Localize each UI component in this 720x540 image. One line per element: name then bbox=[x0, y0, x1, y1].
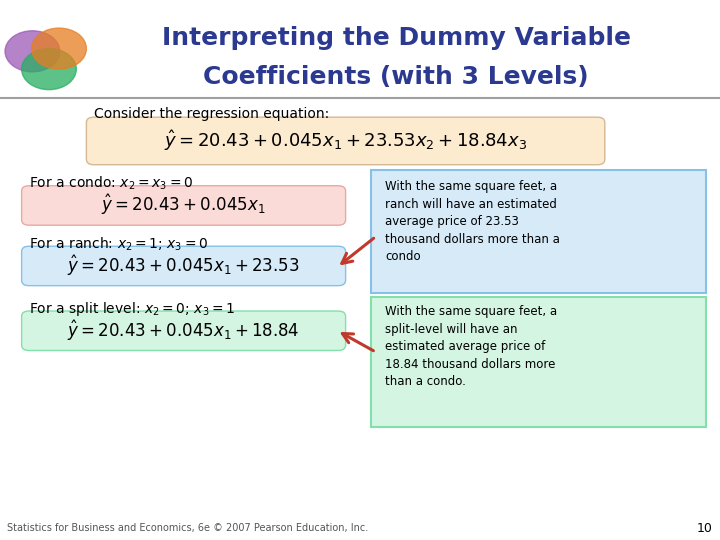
Text: $\hat{y} = 20.43 + 0.045x_1 + 23.53x_2 + 18.84x_3$: $\hat{y} = 20.43 + 0.045x_1 + 23.53x_2 +… bbox=[164, 129, 527, 153]
FancyBboxPatch shape bbox=[22, 186, 346, 225]
Text: $\hat{y} = 20.43 + 0.045x_1$: $\hat{y} = 20.43 + 0.045x_1$ bbox=[102, 193, 266, 218]
FancyBboxPatch shape bbox=[22, 311, 346, 350]
FancyBboxPatch shape bbox=[371, 170, 706, 293]
Text: With the same square feet, a
ranch will have an estimated
average price of 23.53: With the same square feet, a ranch will … bbox=[385, 180, 560, 264]
Text: For a condo: $x_2 = x_3 = 0$: For a condo: $x_2 = x_3 = 0$ bbox=[29, 175, 193, 192]
Text: Coefficients (with 3 Levels): Coefficients (with 3 Levels) bbox=[203, 65, 589, 89]
Text: For a split level: $x_2 = 0$; $x_3 = 1$: For a split level: $x_2 = 0$; $x_3 = 1$ bbox=[29, 300, 235, 318]
Text: Statistics for Business and Economics, 6e © 2007 Pearson Education, Inc.: Statistics for Business and Economics, 6… bbox=[7, 523, 369, 533]
Text: $\hat{y} = 20.43 + 0.045x_1 + 23.53$: $\hat{y} = 20.43 + 0.045x_1 + 23.53$ bbox=[67, 253, 300, 278]
Circle shape bbox=[5, 31, 60, 72]
FancyBboxPatch shape bbox=[371, 297, 706, 427]
Text: $\hat{y} = 20.43 + 0.045x_1 + 18.84$: $\hat{y} = 20.43 + 0.045x_1 + 18.84$ bbox=[68, 318, 300, 343]
Circle shape bbox=[32, 28, 86, 69]
Text: Interpreting the Dummy Variable: Interpreting the Dummy Variable bbox=[161, 26, 631, 50]
FancyBboxPatch shape bbox=[22, 246, 346, 286]
Text: Consider the regression equation:: Consider the regression equation: bbox=[94, 107, 329, 122]
Text: For a ranch: $x_2 = 1$; $x_3 = 0$: For a ranch: $x_2 = 1$; $x_3 = 0$ bbox=[29, 235, 208, 253]
Circle shape bbox=[22, 49, 76, 90]
Text: 10: 10 bbox=[697, 522, 713, 535]
FancyBboxPatch shape bbox=[86, 117, 605, 165]
Text: With the same square feet, a
split-level will have an
estimated average price of: With the same square feet, a split-level… bbox=[385, 305, 557, 388]
